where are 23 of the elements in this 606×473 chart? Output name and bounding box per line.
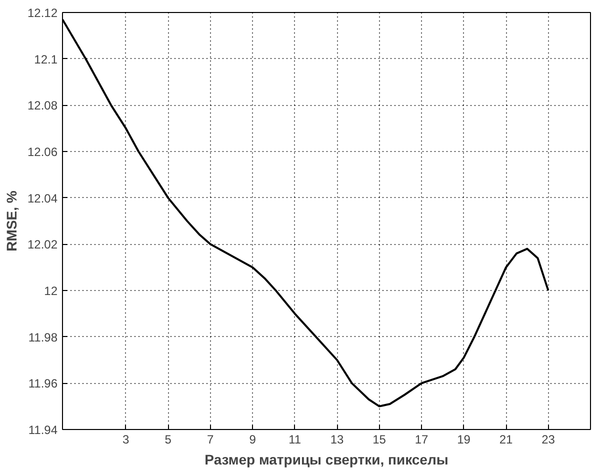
x-tick-label: 15 (372, 432, 386, 446)
y-tick-label: 12.04 (27, 191, 58, 206)
y-tick-label: 11.94 (28, 423, 58, 437)
y-tick-label: 12.08 (27, 98, 58, 113)
x-tick-label: 19 (457, 432, 471, 446)
y-tick-label: 12.02 (27, 238, 58, 252)
y-axis-title: RMSE, % (3, 190, 20, 252)
y-tick-label: 11.96 (28, 376, 58, 391)
y-tick-label: 11.98 (28, 330, 58, 344)
x-tick-label: 21 (499, 432, 514, 446)
x-axis-title: Размер матрицы свертки, пикселы (204, 452, 448, 468)
x-tick-label: 9 (249, 432, 256, 446)
y-tick-label: 12.12 (27, 6, 58, 20)
x-tick-label: 13 (330, 432, 344, 446)
y-tick-label: 12.06 (27, 145, 58, 159)
x-tick-label: 23 (542, 432, 556, 446)
y-tick-label: 12.1 (34, 52, 58, 66)
y-tick-label: 12 (44, 284, 58, 298)
x-tick-label: 17 (414, 432, 429, 446)
x-tick-label: 3 (122, 432, 130, 446)
x-tick-label: 11 (288, 432, 302, 446)
x-tick-label: 5 (164, 432, 172, 446)
x-tick-label: 7 (207, 432, 214, 446)
